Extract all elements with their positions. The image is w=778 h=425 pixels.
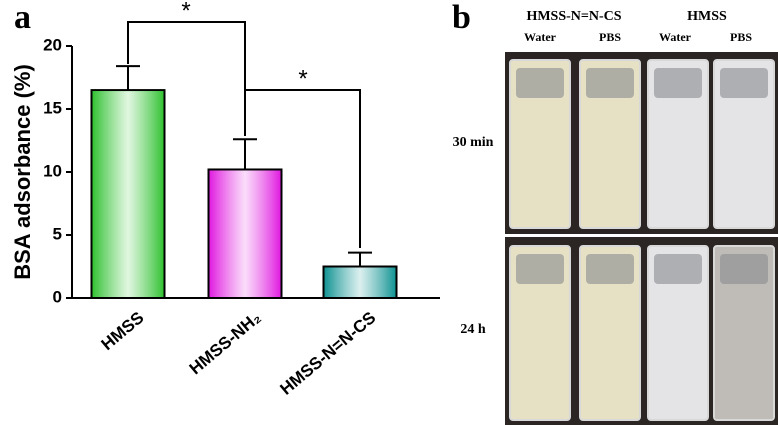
x-tick-label: HMSS-N=N-CS	[276, 308, 379, 399]
bar-shine	[209, 170, 281, 297]
row-label: 30 min	[453, 135, 494, 150]
cuvette-top	[654, 254, 702, 284]
y-tick-label: 5	[53, 224, 62, 243]
cuvette-top	[586, 254, 634, 284]
cuvette	[579, 245, 641, 421]
group-label: HMSS-N=N-CS	[526, 9, 621, 24]
row-label: 24 h	[460, 322, 486, 337]
column-label: Water	[524, 30, 557, 44]
y-tick-label: 10	[43, 161, 62, 180]
bar-shine	[324, 267, 396, 297]
cuvette-top	[720, 254, 768, 284]
panel-label: b	[452, 0, 471, 36]
cuvette	[647, 59, 709, 229]
bracket	[127, 21, 246, 136]
cuvette	[509, 245, 571, 421]
cuvette	[579, 59, 641, 229]
column-label: PBS	[730, 30, 752, 44]
significance-star: *	[181, 0, 190, 24]
cuvette-top	[720, 68, 768, 98]
bar-shine	[92, 91, 164, 297]
bracket	[245, 89, 361, 248]
cuvette	[647, 245, 709, 421]
photo-panel	[505, 52, 778, 425]
cuvette	[509, 59, 571, 229]
cuvette-top	[516, 254, 564, 284]
column-label: PBS	[599, 30, 621, 44]
y-tick-label: 0	[53, 287, 62, 306]
cuvette-top	[654, 68, 702, 98]
y-axis-label: BSA adsorbance (%)	[10, 64, 35, 280]
y-tick-label: 15	[43, 98, 62, 117]
cuvette	[713, 59, 775, 229]
significance-star: *	[298, 65, 307, 92]
panel-label: a	[14, 0, 31, 36]
column-label: Water	[659, 30, 692, 44]
cuvette	[713, 245, 775, 421]
x-tick-label: HMSS-NH₂	[186, 308, 265, 378]
cuvette-top	[586, 68, 634, 98]
group-label: HMSS	[687, 9, 727, 24]
cuvette-top	[516, 68, 564, 98]
x-tick-label: HMSS	[98, 308, 148, 354]
y-tick-label: 20	[43, 35, 62, 54]
